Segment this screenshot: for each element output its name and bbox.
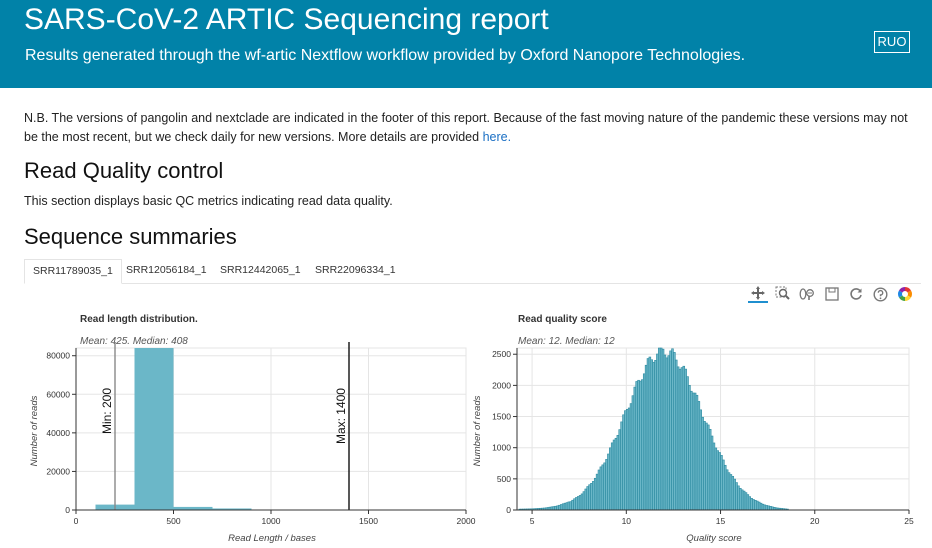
histogram-bar	[212, 508, 252, 510]
tab-srr12442065[interactable]: SRR12442065_1	[220, 264, 301, 276]
threshold-label: Max: 1400	[334, 388, 348, 444]
histogram-bar	[134, 348, 174, 510]
y-tick-label: 80000	[46, 351, 70, 361]
x-tick-label: 5	[530, 516, 535, 526]
y-tick-label: 2500	[492, 349, 511, 359]
threshold-label: Min: 200	[100, 388, 114, 434]
x-tick-label: 0	[74, 516, 79, 526]
y-tick-label: 40000	[46, 428, 70, 438]
box-zoom-icon[interactable]	[773, 285, 793, 303]
histogram-bar	[173, 506, 213, 510]
versions-note: N.B. The versions of pangolin and nextcl…	[24, 109, 914, 147]
reset-icon[interactable]	[846, 285, 866, 303]
x-tick-label: 25	[904, 516, 914, 526]
chart-title: Read length distribution.	[80, 314, 198, 325]
tab-srr12056184[interactable]: SRR12056184_1	[126, 264, 207, 276]
x-tick-label: 1500	[359, 516, 378, 526]
y-axis-label: Number of reads	[29, 395, 40, 466]
report-subtitle: Results generated through the wf-artic N…	[25, 47, 746, 64]
details-link[interactable]: here.	[482, 130, 512, 144]
help-icon[interactable]	[870, 285, 890, 303]
y-tick-label: 2000	[492, 380, 511, 390]
pan-icon[interactable]	[748, 285, 768, 303]
read-length-chart: Read length distribution. Mean: 425. Med…	[24, 306, 476, 548]
sample-tabs: SRR11789035_1 SRR12056184_1 SRR12442065_…	[24, 259, 921, 284]
plot-toolbar	[748, 285, 918, 305]
y-axis-label: Number of reads	[472, 395, 483, 466]
x-tick-label: 1000	[262, 516, 281, 526]
chart-subtitle: Mean: 12. Median: 12	[518, 336, 615, 347]
read-qc-description: This section displays basic QC metrics i…	[24, 194, 393, 208]
report-title: SARS-CoV-2 ARTIC Sequencing report	[24, 3, 549, 36]
y-tick-label: 500	[497, 474, 511, 484]
x-tick-label: 20	[810, 516, 820, 526]
x-tick-label: 500	[166, 516, 180, 526]
x-tick-label: 2000	[457, 516, 476, 526]
y-tick-label: 1500	[492, 412, 511, 422]
sequence-summaries-heading: Sequence summaries	[24, 224, 237, 249]
x-axis-label: Read Length / bases	[228, 533, 316, 544]
wheel-zoom-icon[interactable]	[798, 285, 818, 303]
chart-title: Read quality score	[518, 314, 607, 325]
read-qc-heading: Read Quality control	[24, 158, 224, 183]
bokeh-logo-icon[interactable]	[895, 285, 915, 303]
save-icon[interactable]	[822, 285, 842, 303]
versions-note-text: N.B. The versions of pangolin and nextcl…	[24, 111, 908, 144]
tab-srr22096334[interactable]: SRR22096334_1	[315, 264, 396, 276]
x-tick-label: 10	[622, 516, 632, 526]
x-axis-label: Quality score	[686, 533, 741, 544]
chart-subtitle: Mean: 425. Median: 408	[80, 336, 188, 347]
x-tick-label: 15	[716, 516, 726, 526]
y-tick-label: 20000	[46, 466, 70, 476]
read-quality-chart: Read quality score Mean: 12. Median: 12 …	[464, 306, 924, 548]
ruo-badge: RUO	[874, 31, 910, 53]
y-tick-label: 0	[65, 505, 70, 515]
tab-srr11789035[interactable]: SRR11789035_1	[24, 259, 122, 284]
y-tick-label: 1000	[492, 443, 511, 453]
y-tick-label: 60000	[46, 389, 70, 399]
report-header: SARS-CoV-2 ARTIC Sequencing report Resul…	[0, 0, 932, 88]
y-tick-label: 0	[506, 505, 511, 515]
